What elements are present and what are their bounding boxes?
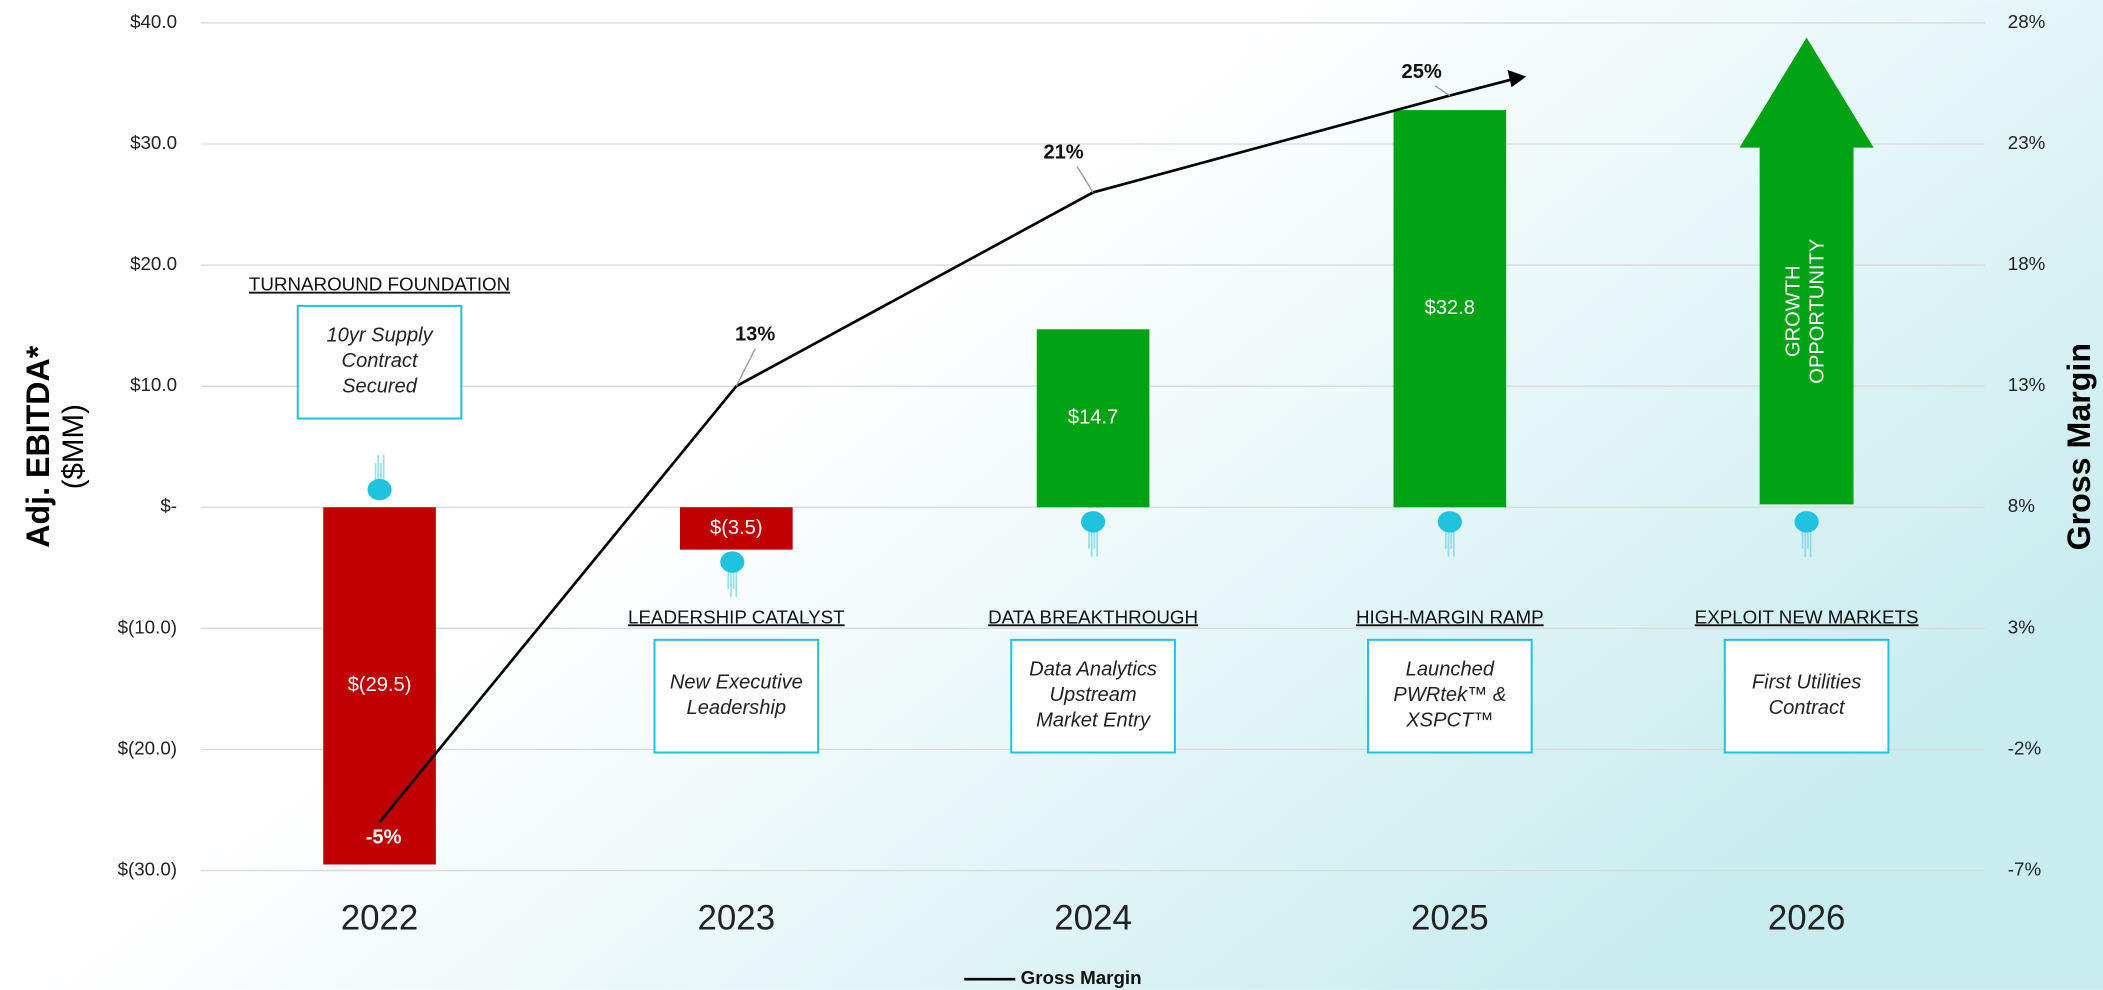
y2-tick-label: 23%: [2008, 132, 2046, 153]
droplet: [1081, 511, 1106, 533]
x-tick-label: 2023: [698, 898, 776, 937]
milestone-title: DATA BREAKTHROUGH: [988, 606, 1198, 627]
milestone-box: [296, 304, 463, 420]
milestone-text-line: XSPCT™: [1405, 710, 1493, 732]
droplet: [367, 478, 392, 501]
line: [378, 94, 1451, 823]
y2-axis-title: Gross Margin: [2061, 343, 2097, 550]
y-tick-label: $(10.0): [118, 616, 177, 637]
droplet-icon: [1437, 511, 1462, 557]
y-tick-label: $(30.0): [118, 858, 177, 879]
legend-label: Gross Margin: [1021, 967, 1142, 988]
y-tick-label: $(20.0): [118, 737, 177, 758]
milestone-text-line: PWRtek™ &: [1393, 684, 1506, 706]
milestone-title: EXPLOIT NEW MARKETS: [1695, 606, 1919, 627]
milestone-box: [653, 638, 820, 754]
milestone-text-line: First Utilities: [1752, 672, 1861, 694]
line-value-label: 25%: [1402, 61, 1442, 83]
droplet-icon: [367, 454, 392, 501]
y2-tick-label: 18%: [2008, 253, 2046, 274]
milestone-text-line: Secured: [342, 376, 418, 398]
line-arrowhead: [1507, 69, 1527, 88]
y2-tick-label: -2%: [2008, 737, 2042, 758]
y-tick-label: $40.0: [130, 11, 177, 32]
bar-value-label: $14.7: [1068, 407, 1118, 429]
milestone-text-line: Leadership: [687, 697, 787, 719]
line-value-label: 13%: [735, 324, 775, 346]
milestone-title: LEADERSHIP CATALYST: [628, 606, 845, 627]
milestone-text: New Executive Leadership: [670, 672, 803, 719]
bar-value-label: $(3.5): [710, 517, 763, 539]
y-axis-title-line: Adj. EBITDA*: [20, 345, 56, 547]
growth-label-line: OPPORTUNITY: [1807, 239, 1829, 384]
growth-arrow: [1739, 37, 1874, 505]
milestone-text-line: 10yr Supply: [326, 325, 434, 347]
droplet: [720, 551, 745, 573]
bar: [323, 507, 436, 865]
droplet: [1437, 511, 1462, 533]
droplet: [1794, 511, 1819, 533]
y-axis-title-line: ($MM): [57, 404, 90, 489]
bar: [679, 507, 793, 550]
y2-tick-label: 28%: [2008, 11, 2046, 32]
x-tick-label: 2025: [1411, 898, 1489, 937]
leader-line: [1434, 85, 1451, 97]
milestone-text-line: Market Entry: [1036, 710, 1152, 732]
milestone-box: [1367, 638, 1533, 754]
bar: [1393, 110, 1507, 508]
droplet-icon: [1794, 511, 1819, 557]
milestone-text-line: Contract: [1769, 697, 1846, 719]
leader-line: [1076, 166, 1094, 193]
milestone-text-line: Upstream: [1049, 684, 1136, 706]
line-value-label: 21%: [1043, 141, 1083, 163]
milestone-text-line: New Executive: [670, 672, 803, 694]
y-tick-label: $30.0: [130, 132, 177, 153]
leader-line: [735, 348, 756, 387]
bar: [1036, 329, 1150, 508]
milestone-text: Data Analytics Upstream Market Entry: [1029, 659, 1157, 732]
milestone-text: First Utilities Contract: [1752, 672, 1861, 719]
milestone-title: TURNAROUND FOUNDATION: [249, 274, 510, 295]
milestone-text-line: Launched: [1406, 659, 1495, 681]
y-tick-label: $20.0: [130, 253, 177, 274]
droplet-icon: [720, 551, 745, 597]
y2-tick-label: 8%: [2008, 495, 2035, 516]
bar-value-label: $(29.5): [348, 674, 412, 696]
milestone-box: [1010, 638, 1176, 754]
x-tick-label: 2026: [1768, 898, 1846, 937]
y2-tick-label: 3%: [2008, 616, 2035, 637]
x-tick-label: 2024: [1054, 898, 1132, 937]
droplet-icon: [1081, 511, 1106, 557]
y-tick-label: $-: [160, 495, 177, 516]
y-tick-label: $10.0: [130, 374, 177, 395]
milestone-box: [1723, 638, 1890, 754]
y-axis-title: Adj. EBITDA*($MM): [20, 345, 90, 547]
milestone-title: HIGH-MARGIN RAMP: [1356, 606, 1544, 627]
line-arrow-tail: [1449, 77, 1514, 97]
y2-tick-label: -7%: [2008, 858, 2042, 879]
y2-tick-label: 13%: [2008, 374, 2046, 395]
growth-label: GROWTH OPPORTUNITY: [1783, 239, 1829, 384]
milestone-text-line: Data Analytics: [1029, 659, 1157, 681]
growth-label-line: GROWTH: [1783, 265, 1805, 357]
milestone-text: Launched PWRtek™ & XSPCT™: [1393, 659, 1506, 732]
x-tick-label: 2022: [341, 898, 419, 937]
line-value-label: -5%: [366, 827, 402, 849]
milestone-text-line: Contract: [342, 351, 419, 373]
bar-value-label: $32.8: [1425, 297, 1475, 319]
milestone-text: 10yr Supply Contract Secured: [326, 325, 434, 398]
